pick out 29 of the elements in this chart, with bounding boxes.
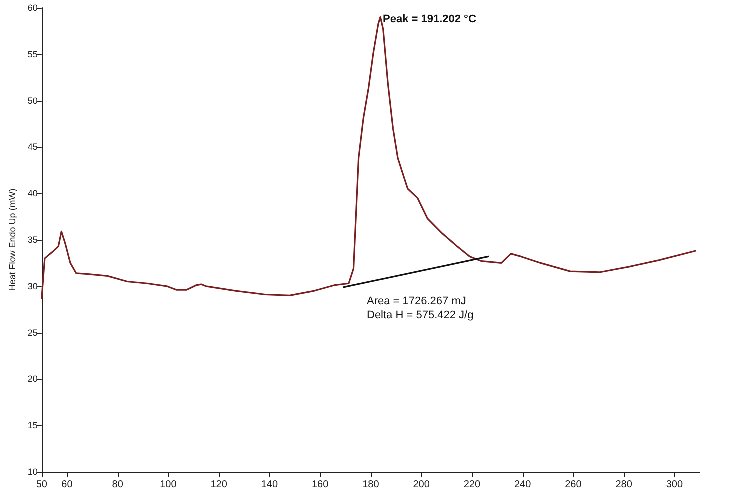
x-tick-label: 200 xyxy=(413,480,430,490)
y-tick-label: 25 xyxy=(28,328,38,338)
y-tick-label: 30 xyxy=(28,281,38,292)
x-tick-label: 300 xyxy=(666,480,684,490)
y-tick-label: 45 xyxy=(28,142,38,152)
x-tick-label: 60 xyxy=(62,480,74,490)
y-tick-label: 55 xyxy=(28,49,38,60)
y-tick-label: 50 xyxy=(28,96,38,106)
x-tick-label: 50 xyxy=(36,480,48,490)
y-axis-title: Heat Flow Endo Up (mW) xyxy=(8,188,18,292)
y-tick-label: 40 xyxy=(28,188,38,199)
x-tick-label: 240 xyxy=(514,480,532,490)
x-tick-label: 160 xyxy=(312,480,330,490)
x-tick-label: 140 xyxy=(261,480,278,490)
x-tick-label: 100 xyxy=(160,480,178,490)
x-tick-label: 80 xyxy=(112,480,124,490)
annotation: Peak = 191.202 °C xyxy=(383,14,476,26)
y-tick-label: 20 xyxy=(28,374,38,384)
y-tick-label: 15 xyxy=(28,420,38,431)
x-tick-label: 180 xyxy=(362,480,380,490)
annotation: Area = 1726.267 mJ xyxy=(367,296,466,308)
x-tick-label: 280 xyxy=(616,480,633,490)
y-tick-label: 10 xyxy=(28,467,38,477)
x-tick-label: 260 xyxy=(565,480,582,490)
x-tick-label: 120 xyxy=(210,480,228,490)
annotation: Delta H = 575.422 J/g xyxy=(367,310,474,322)
y-tick-label: 35 xyxy=(28,235,38,245)
x-tick-label: 220 xyxy=(464,480,481,490)
y-tick-label: 60 xyxy=(28,3,38,13)
